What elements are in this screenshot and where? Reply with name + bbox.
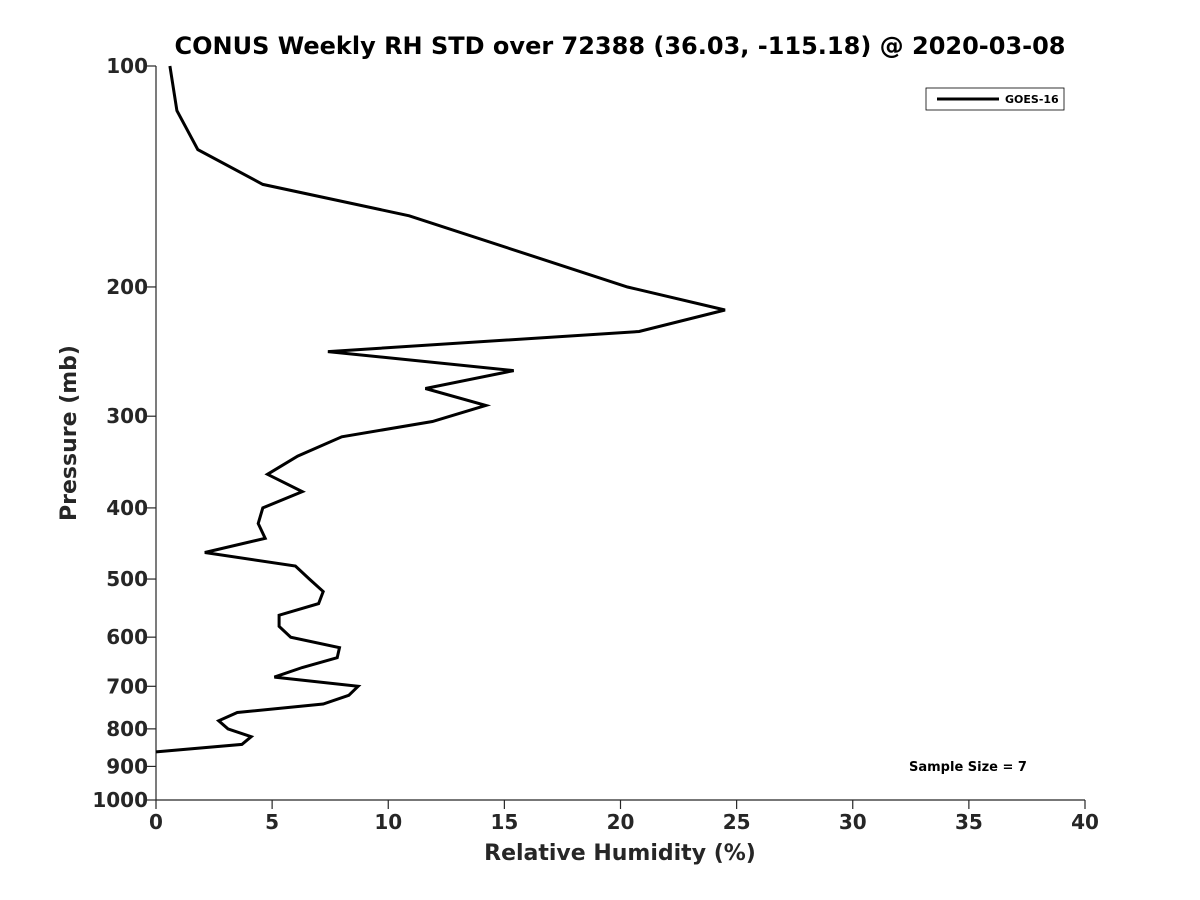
x-tick-label: 25 bbox=[723, 810, 751, 834]
y-tick-label: 700 bbox=[106, 674, 148, 698]
x-tick-label: 20 bbox=[607, 810, 635, 834]
y-tick-label: 200 bbox=[106, 275, 148, 299]
chart-title: CONUS Weekly RH STD over 72388 (36.03, -… bbox=[174, 32, 1065, 60]
y-tick-label: 500 bbox=[106, 567, 148, 591]
x-tick-label: 15 bbox=[490, 810, 518, 834]
sample-size-annotation: Sample Size = 7 bbox=[909, 760, 1027, 775]
x-tick-label: 0 bbox=[149, 810, 163, 834]
y-axis-title: Pressure (mb) bbox=[57, 345, 82, 521]
y-tick-label: 600 bbox=[106, 625, 148, 649]
x-tick-label: 5 bbox=[265, 810, 279, 834]
x-tick-label: 30 bbox=[839, 810, 867, 834]
series-layer bbox=[155, 65, 726, 754]
x-axis-title: Relative Humidity (%) bbox=[484, 841, 756, 866]
y-tick-label: 300 bbox=[106, 404, 148, 428]
y-tick-label: 800 bbox=[106, 717, 148, 741]
legend-label-goes-16: GOES-16 bbox=[1005, 93, 1059, 106]
y-tick-label: 1000 bbox=[92, 788, 148, 812]
x-tick-label: 10 bbox=[374, 810, 402, 834]
y-tick-label: 100 bbox=[106, 54, 148, 78]
series-line-goes-16 bbox=[155, 65, 726, 754]
y-tick-label: 900 bbox=[106, 754, 148, 778]
x-tick-label: 40 bbox=[1071, 810, 1099, 834]
y-axis-ticks: 100 200 300 400 500 600 700 800 900 1000 bbox=[92, 54, 156, 812]
x-axis-ticks: 0 5 10 15 20 25 30 35 40 bbox=[149, 800, 1099, 834]
y-tick-label: 400 bbox=[106, 496, 148, 520]
legend: GOES-16 bbox=[925, 87, 1065, 111]
x-tick-label: 35 bbox=[955, 810, 983, 834]
